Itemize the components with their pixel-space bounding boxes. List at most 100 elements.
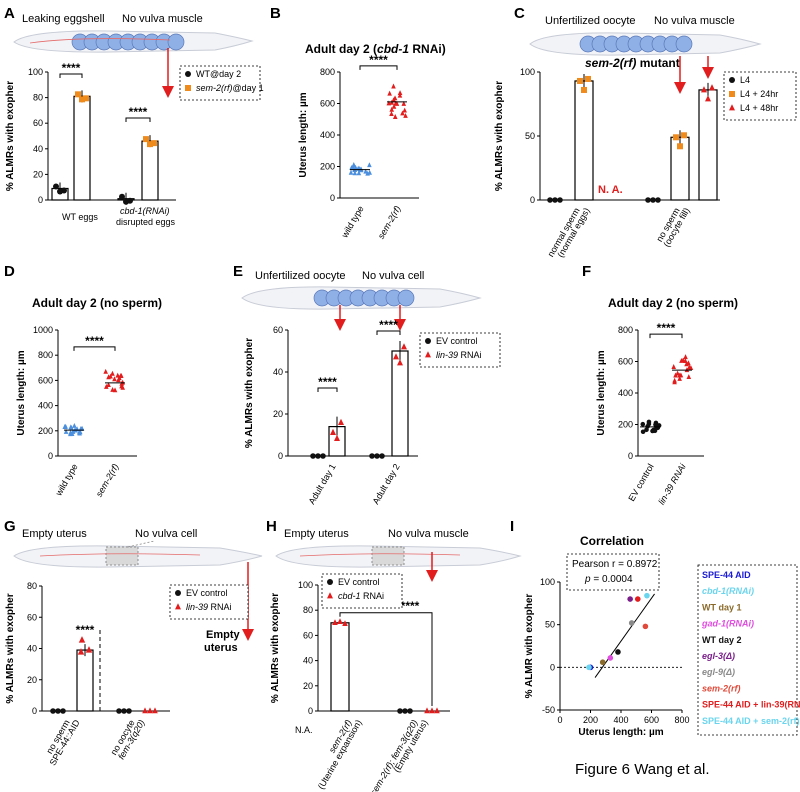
panel-i: I Correlation Pearson r = 0.8972 p = 0.0… — [510, 518, 800, 738]
data-point — [119, 193, 125, 200]
y-tick-label: 40 — [27, 644, 37, 654]
y-axis-label: % ALMRs with exopher — [270, 593, 281, 703]
legend-marker — [729, 104, 735, 111]
data-point — [400, 110, 405, 116]
y-tick-label: 20 — [27, 675, 37, 685]
legend-label: L4 + 48hr — [740, 103, 778, 113]
chart-e: 0 20 40 60 % ALMRs with exopher **** **** Adult… — [244, 318, 501, 506]
legend-marker — [175, 590, 181, 596]
x-tick-label: 400 — [613, 715, 628, 725]
oocyte-cells — [313, 289, 415, 307]
legend-marker — [327, 579, 333, 585]
panel-b: B Adult day 2 (cbd-1 RNAi) 0 200 400 600 800… — [270, 5, 446, 241]
data-point — [671, 364, 676, 369]
data-point — [142, 707, 148, 714]
panel-letter: F — [582, 263, 591, 280]
panel-letter: G — [4, 518, 16, 535]
data-point — [434, 707, 440, 714]
pearson-r: Pearson r = 0.8972 — [572, 559, 658, 570]
data-point — [627, 596, 633, 602]
data-point — [677, 143, 683, 150]
legend-label: WT day 2 — [702, 635, 742, 645]
worm-label-1: Unfertilized oocyte — [545, 15, 636, 27]
worm-diagram — [13, 545, 263, 568]
empty-uterus-label-2: uterus — [204, 642, 238, 654]
data-point — [123, 198, 129, 205]
x-tick-label: wild type — [339, 204, 366, 240]
data-point — [392, 95, 398, 101]
data-point — [117, 375, 122, 381]
y-tick-label: 80 — [27, 581, 37, 591]
panel-e: E Unfertilized oocyte No vulva cell 0 20 4… — [233, 263, 501, 506]
legend-label: sem-2(rf) — [702, 683, 741, 693]
y-tick-label: 200 — [618, 420, 633, 430]
y-tick-label: 0 — [278, 451, 283, 461]
y-axis-label: % ALMRs with exopher — [5, 593, 16, 703]
legend-box — [697, 564, 798, 736]
data-point — [63, 428, 69, 434]
y-tick-label: 100 — [540, 577, 555, 587]
worm-label-1: Empty uterus — [284, 528, 349, 540]
data-point — [429, 707, 435, 714]
x-tick-label: sem-2(rf) — [376, 204, 403, 241]
legend-label: SPE-44 AID — [702, 570, 751, 580]
data-point — [352, 170, 358, 176]
legend-label: sem-2(rf)@day 1 — [196, 83, 264, 93]
data-point — [143, 136, 149, 143]
significance-bracket — [125, 117, 151, 122]
panel-f: F Adult day 2 (no sperm) 0 200 400 600 800 Ut… — [582, 263, 738, 506]
data-point — [389, 111, 394, 117]
worm-label-2: No vulva muscle — [122, 13, 203, 25]
data-point — [72, 422, 77, 428]
data-point — [675, 370, 680, 376]
data-point — [77, 430, 82, 436]
data-point — [673, 134, 679, 141]
data-point — [351, 162, 357, 167]
data-point — [392, 114, 398, 119]
data-point — [615, 649, 621, 655]
x-tick-label: 800 — [674, 715, 689, 725]
data-point — [363, 168, 368, 174]
panel-c: C Unfertilized oocyte No vulva muscle se… — [494, 5, 797, 259]
data-point — [379, 453, 385, 459]
data-point — [424, 707, 430, 714]
data-point — [407, 708, 413, 714]
bar — [73, 95, 91, 201]
data-point — [315, 453, 321, 459]
significance-label: **** — [85, 334, 104, 348]
x-tick-label: 600 — [644, 715, 659, 725]
panel-a: A Leaking eggshell No vulva muscle 0 20 40… — [4, 5, 264, 227]
data-point — [683, 354, 688, 360]
legend-marker — [327, 592, 333, 599]
chart-title: Adult day 2 (no sperm) — [32, 296, 162, 310]
worm-diagram — [529, 32, 762, 56]
y-tick-label: 0 — [628, 451, 633, 461]
x-tick-label: 0 — [557, 715, 562, 725]
data-point — [393, 100, 399, 106]
x-tick-label: EV control — [626, 462, 655, 503]
data-point — [85, 646, 93, 653]
x-tick-label: cbd-1(RNAi) — [120, 206, 170, 216]
data-point — [393, 353, 399, 360]
y-tick-label: 20 — [33, 169, 43, 179]
chart-f: 0 200 400 600 800 Uterus length: µm **** EV con… — [596, 321, 704, 506]
x-tick-label: lin-39 RNAi — [656, 461, 688, 506]
significance-label: **** — [129, 105, 148, 119]
y-tick-label: 100 — [520, 67, 535, 77]
bar — [698, 89, 718, 201]
y-tick-label: -50 — [542, 705, 555, 715]
legend-label: egl-9(Δ) — [702, 667, 735, 677]
data-point — [332, 619, 338, 626]
significance-bracket — [376, 330, 401, 335]
fit-line — [594, 593, 655, 678]
legend-label: cbd-1 RNAi — [338, 591, 384, 601]
panel-letter: E — [233, 263, 243, 280]
worm-label-2: No vulva cell — [135, 528, 197, 540]
data-point — [653, 422, 659, 427]
y-tick-label: 60 — [33, 118, 43, 128]
x-tick-label: wild type — [53, 462, 80, 498]
y-tick-label: 40 — [33, 144, 43, 154]
data-point — [557, 197, 563, 203]
